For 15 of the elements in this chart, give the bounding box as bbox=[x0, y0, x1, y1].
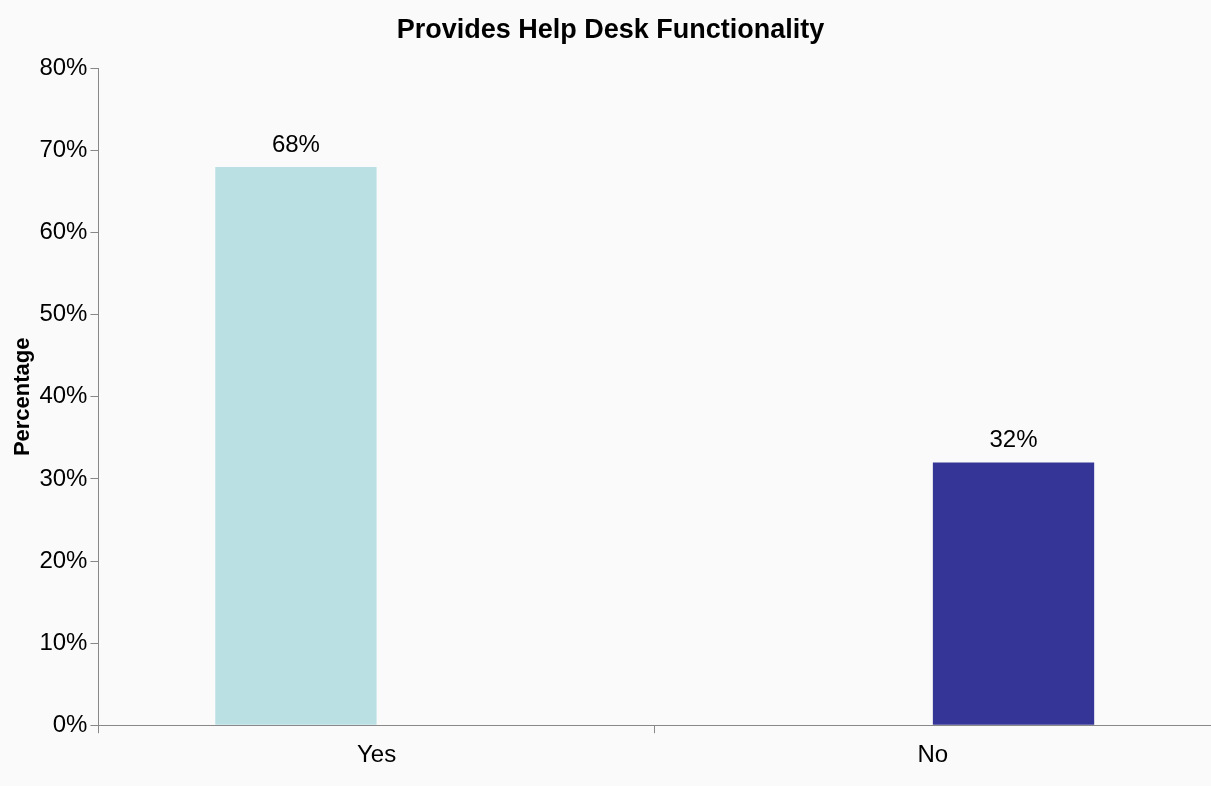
data-label: 68% bbox=[271, 129, 320, 157]
y-tick-label: 30% bbox=[39, 463, 88, 491]
y-tick-label: 60% bbox=[39, 217, 88, 245]
data-label: 32% bbox=[989, 425, 1038, 453]
y-tick-label: 70% bbox=[39, 135, 88, 163]
y-tick-label: 40% bbox=[39, 381, 88, 409]
y-axis-title: Percentage bbox=[9, 337, 35, 457]
y-tick-label: 50% bbox=[39, 299, 88, 327]
y-tick-label: 0% bbox=[52, 709, 88, 737]
y-tick-label: 80% bbox=[39, 53, 88, 81]
x-tick-label: Yes bbox=[357, 740, 397, 768]
y-tick-label: 20% bbox=[39, 545, 88, 573]
chart-title: Provides Help Desk Functionality bbox=[396, 13, 825, 44]
x-tick-label: No bbox=[917, 740, 949, 768]
y-tick-label: 10% bbox=[39, 627, 88, 655]
